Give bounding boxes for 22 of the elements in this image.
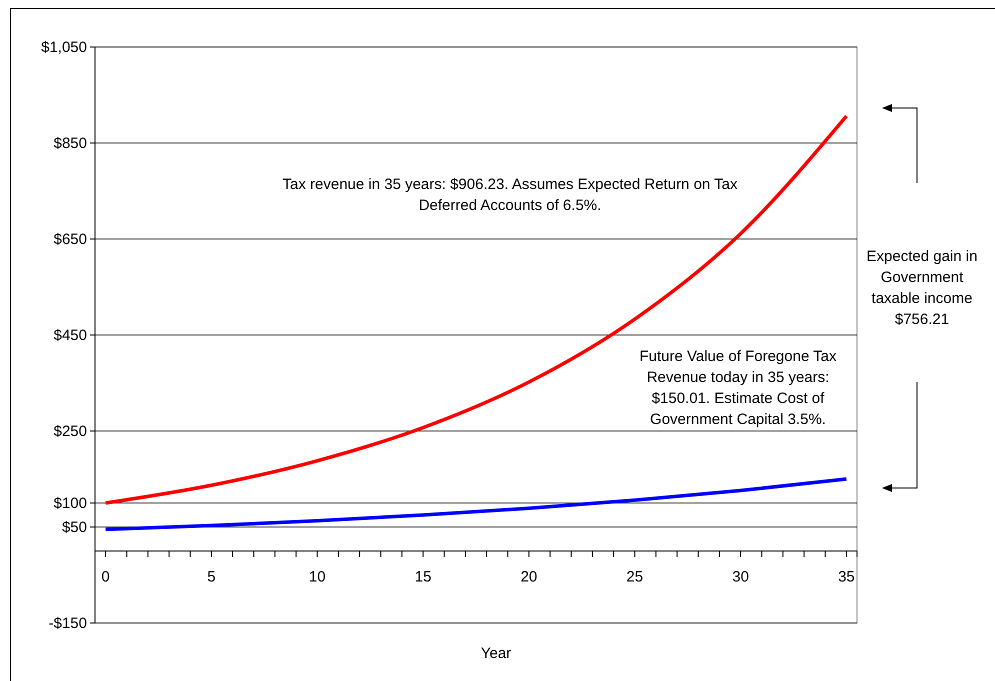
x-tick-label: 5 [207,568,216,586]
annotation: Future Value of Foregone Tax Revenue today in 35 years: $150.01. Estimate Cost of Government Capital 3.5%. [639,348,838,428]
text: Expected gain in Government taxable income $756.21 [866,248,978,328]
y-tick-label: $850 [54,134,87,152]
line-series [104,114,848,505]
y-tick-label: $100 [54,494,87,512]
x-tick-label: 20 [520,568,538,586]
x-tick-label: 15 [414,568,432,586]
annotation: Tax revenue in 35 years: $906.23. Assumes Expected Return on Tax Deferred Accounts of 6.5%. [282,176,738,214]
y-tick-label: $50 [62,518,87,536]
x-tick-label: 10 [308,568,326,586]
x-tick-label: 30 [732,568,749,586]
y-tick-label: $1,050 [41,38,87,56]
x-axis-title: Year [480,645,512,662]
y-tick-label: $250 [54,422,87,440]
y-tick-label: $450 [54,326,87,344]
x-tick-label: 35 [838,568,855,586]
x-tick-label: 25 [626,568,644,586]
y-tick-label: -$150 [48,614,87,632]
x-tick-label: 0 [101,568,110,586]
line-series [104,477,848,532]
y-tick-label: $650 [54,230,87,248]
